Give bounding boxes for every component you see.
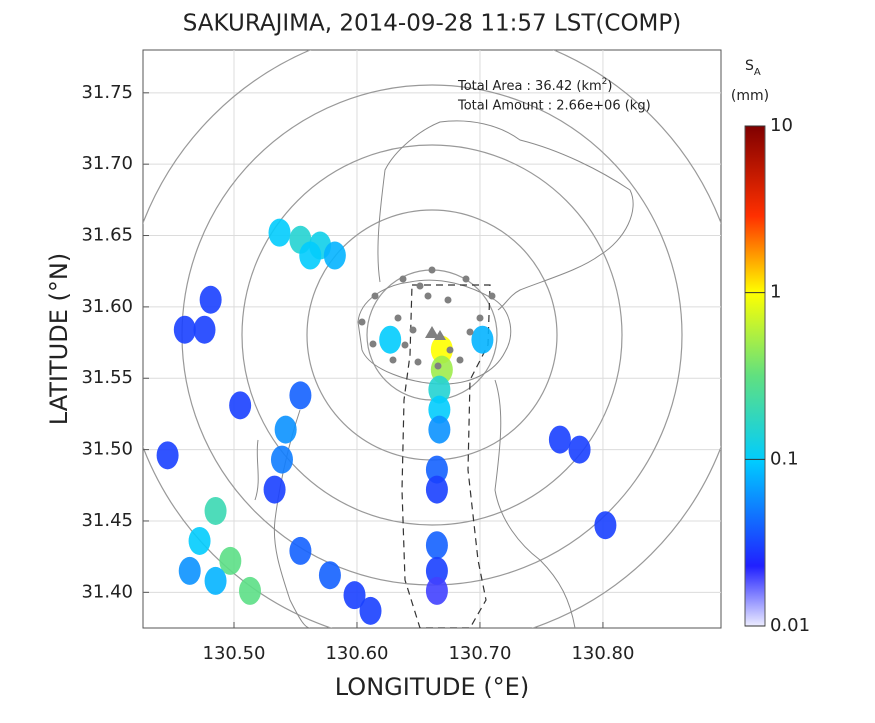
deposit: [289, 381, 312, 410]
deposit: [425, 475, 448, 504]
y-tick-label: 31.50: [81, 439, 133, 460]
deposit: [178, 556, 201, 585]
deposit-marks: [156, 218, 617, 625]
stations: [358, 266, 496, 370]
station: [371, 292, 379, 300]
y-tick-label: 31.65: [81, 225, 133, 246]
deposit: [204, 496, 227, 525]
deposit: [430, 335, 453, 364]
colorbar-label: SA: [745, 58, 761, 78]
coast: [377, 120, 634, 311]
deposit: [548, 425, 571, 454]
y-tick-label: 31.55: [81, 367, 133, 388]
deposit: [299, 241, 322, 270]
station: [428, 266, 436, 274]
deposit: [379, 325, 402, 354]
station: [399, 275, 407, 283]
total-amount: Total Amount : 2.66e+06 (kg): [457, 99, 651, 114]
y-tick-label: 31.40: [81, 581, 133, 602]
station: [434, 362, 442, 370]
deposit: [568, 435, 591, 464]
total-area-text: Total Area : 36.42 (km: [457, 79, 602, 94]
station: [409, 326, 417, 334]
deposit: [268, 218, 291, 247]
grid: [143, 50, 721, 628]
colorbar-tick-label: 10: [770, 115, 793, 136]
station: [394, 314, 402, 322]
deposit: [289, 536, 312, 565]
deposit: [263, 475, 286, 504]
deposit: [428, 415, 451, 444]
deposit: [204, 566, 227, 595]
station: [488, 292, 496, 300]
station: [416, 282, 424, 290]
deposit: [425, 455, 448, 484]
deposit: [318, 561, 341, 590]
colorbar-unit: (mm): [731, 88, 769, 104]
chart-title: SAKURAJIMA, 2014-09-28 11:57 LST(COMP): [183, 11, 681, 37]
colorbar-ticks: 10 1 0.1 0.01: [745, 115, 810, 636]
y-tick-label: 31.45: [81, 510, 133, 531]
station: [414, 358, 422, 366]
colorbar-symbol: S: [745, 58, 754, 74]
station: [462, 275, 470, 283]
station: [446, 346, 454, 354]
coast: [357, 279, 512, 385]
station: [389, 356, 397, 364]
coast: [254, 439, 259, 501]
station: [369, 340, 377, 348]
total-area-sup: 2: [602, 77, 608, 87]
deposit: [594, 511, 617, 540]
x-tick-label: 130.60: [325, 643, 388, 664]
station: [466, 328, 474, 336]
volcano-crater: [425, 326, 439, 338]
total-area-close: ): [607, 79, 612, 94]
deposit: [428, 395, 451, 424]
deposit: [425, 556, 448, 585]
deposit: [219, 546, 242, 575]
station: [476, 314, 484, 322]
deposit: [229, 391, 252, 420]
deposit: [274, 415, 297, 444]
colorbar-subscript: A: [754, 67, 761, 78]
deposit: [359, 596, 382, 625]
coast: [494, 379, 576, 628]
colorbar: [744, 125, 766, 627]
colorbar-tick-label: 1: [770, 282, 781, 303]
deposit: [343, 581, 366, 610]
coastline: [254, 120, 634, 628]
volcano-crater: [434, 330, 446, 340]
x-tick-label: 130.80: [571, 643, 634, 664]
deposit: [323, 241, 346, 270]
y-tick-label: 31.75: [81, 82, 133, 103]
y-tick-label: 31.60: [81, 296, 133, 317]
deposit: [238, 576, 261, 605]
deposit: [193, 315, 216, 344]
deposit: [428, 375, 451, 404]
plot-area: [142, 49, 722, 629]
deposit: [425, 576, 448, 605]
station: [444, 296, 452, 304]
x-tick-label: 130.50: [203, 643, 266, 664]
colorbar-tick-label: 0.1: [770, 448, 799, 469]
range-ring: [241, 144, 623, 526]
total-area: Total Area : 36.42 (km2): [457, 77, 612, 94]
y-axis-title: LATITUDE (°N): [45, 253, 73, 425]
station: [401, 341, 409, 349]
deposit: [156, 441, 179, 470]
deposit: [471, 325, 494, 354]
station: [358, 318, 366, 326]
station: [424, 292, 432, 300]
station: [456, 356, 464, 364]
colorbar-tick-label: 0.01: [770, 615, 810, 636]
deposit: [173, 315, 196, 344]
x-tick-label: 130.70: [448, 643, 511, 664]
x-axis-title: LONGITUDE (°E): [335, 673, 529, 701]
deposit: [188, 526, 211, 555]
deposit: [425, 531, 448, 560]
deposit: [270, 445, 293, 474]
y-tick-label: 31.70: [81, 153, 133, 174]
deposit: [199, 285, 222, 314]
